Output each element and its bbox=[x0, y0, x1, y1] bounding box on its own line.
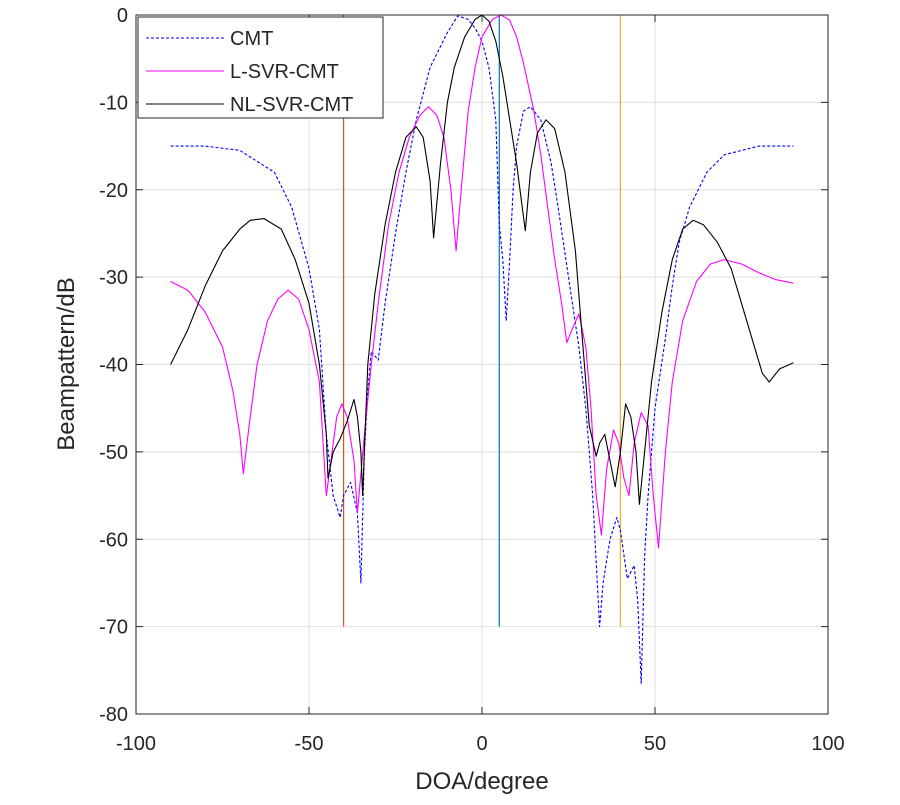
x-tick-label: -50 bbox=[295, 733, 324, 755]
x-axis-label: DOA/degree bbox=[415, 768, 548, 795]
x-tick-label: 100 bbox=[811, 733, 844, 755]
x-tick-label: 0 bbox=[476, 733, 487, 755]
legend-label: L-SVR-CMT bbox=[230, 61, 339, 83]
y-tick-label: -70 bbox=[99, 617, 128, 639]
legend-box bbox=[137, 16, 384, 119]
y-axis-label: Beampattern/dB bbox=[53, 277, 80, 450]
y-tick-label: -80 bbox=[99, 704, 128, 726]
y-tick-label: -50 bbox=[99, 442, 128, 464]
series-line-l-svr-cmt bbox=[170, 14, 794, 549]
y-tick-label: -30 bbox=[99, 267, 128, 289]
series-line-cmt bbox=[170, 15, 794, 684]
legend-label: CMT bbox=[230, 28, 273, 50]
axis-ticks: -100 -50 0 50 100 0 -10 -20 -30 -40 -50 -60 -70 -80 bbox=[99, 5, 845, 755]
x-tick-label: 50 bbox=[644, 733, 666, 755]
series-line-nl-svr-cmt bbox=[170, 14, 794, 505]
y-tick-label: -10 bbox=[99, 92, 128, 114]
y-tick-label: -60 bbox=[99, 529, 128, 551]
series-group bbox=[170, 14, 794, 684]
legend-label: NL-SVR-CMT bbox=[230, 94, 353, 116]
x-tick-label: -100 bbox=[116, 733, 156, 755]
legend: CMT L-SVR-CMT NL-SVR-CMT bbox=[137, 16, 384, 119]
y-tick-label: 0 bbox=[117, 5, 128, 27]
grid bbox=[135, 14, 829, 715]
y-tick-label: -40 bbox=[99, 355, 128, 377]
y-tick-label: -20 bbox=[99, 180, 128, 202]
